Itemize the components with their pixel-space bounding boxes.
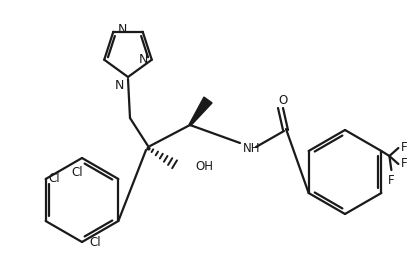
Text: NH: NH bbox=[243, 141, 261, 155]
Text: N: N bbox=[138, 53, 148, 66]
Text: N: N bbox=[115, 79, 124, 92]
Text: Cl: Cl bbox=[89, 235, 100, 248]
Text: F: F bbox=[401, 141, 408, 155]
Text: N: N bbox=[117, 23, 127, 36]
Text: O: O bbox=[278, 95, 288, 107]
Text: OH: OH bbox=[195, 161, 213, 174]
Text: F: F bbox=[401, 157, 408, 170]
Text: Cl: Cl bbox=[49, 172, 60, 185]
Text: F: F bbox=[388, 174, 395, 187]
Text: Cl: Cl bbox=[71, 166, 83, 179]
Polygon shape bbox=[189, 97, 212, 126]
